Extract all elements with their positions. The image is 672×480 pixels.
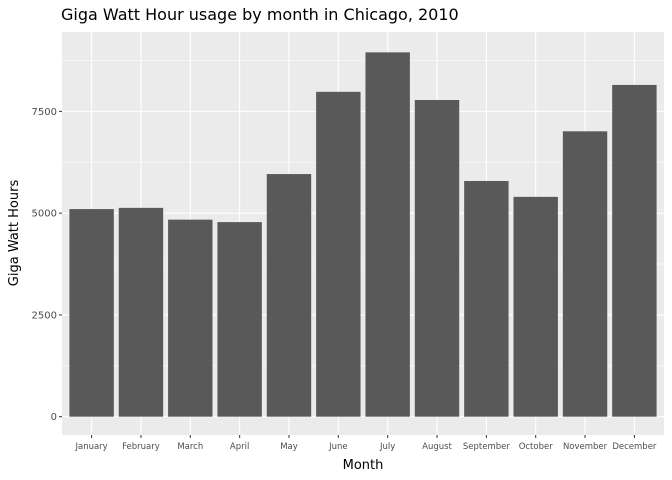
x-tick-label-march: March	[177, 442, 203, 452]
x-axis: January February March April May June July Augu…	[74, 435, 657, 452]
bar-august	[414, 99, 460, 417]
x-tick-label-may: May	[280, 442, 298, 452]
x-axis-title: Month	[343, 458, 384, 473]
y-tick-label: 5000	[32, 209, 57, 220]
y-tick-label: 2500	[32, 310, 57, 321]
bar-february	[118, 207, 164, 417]
x-tick-label-october: October	[519, 442, 554, 452]
x-tick-label-september: September	[463, 442, 510, 452]
bars	[69, 52, 657, 417]
y-tick-label: 0	[51, 412, 57, 423]
bar-december	[612, 84, 657, 417]
bar-january	[69, 209, 114, 417]
bar-june	[316, 91, 361, 417]
y-tick-label: 7500	[32, 107, 57, 118]
bar-october	[513, 196, 558, 417]
x-tick-label-august: August	[422, 442, 452, 452]
bar-march	[168, 219, 213, 417]
x-tick-label-february: February	[122, 442, 160, 452]
x-tick-label-june: June	[328, 442, 348, 452]
x-tick-label-december: December	[612, 442, 657, 452]
bar-july	[365, 52, 410, 417]
x-tick-label-april: April	[230, 442, 249, 452]
bar-september	[464, 180, 509, 417]
y-axis: 0 2500 5000 7500	[32, 107, 62, 423]
bar-may	[266, 174, 312, 417]
bar-november	[562, 131, 608, 417]
x-tick-label-november: November	[563, 442, 608, 452]
x-tick-label-july: July	[379, 442, 395, 452]
chart-title: Giga Watt Hour usage by month in Chicago…	[61, 5, 459, 24]
y-axis-title: Giga Watt Hours	[7, 180, 22, 287]
bar-april	[217, 222, 262, 417]
x-tick-label-january: January	[74, 442, 107, 452]
